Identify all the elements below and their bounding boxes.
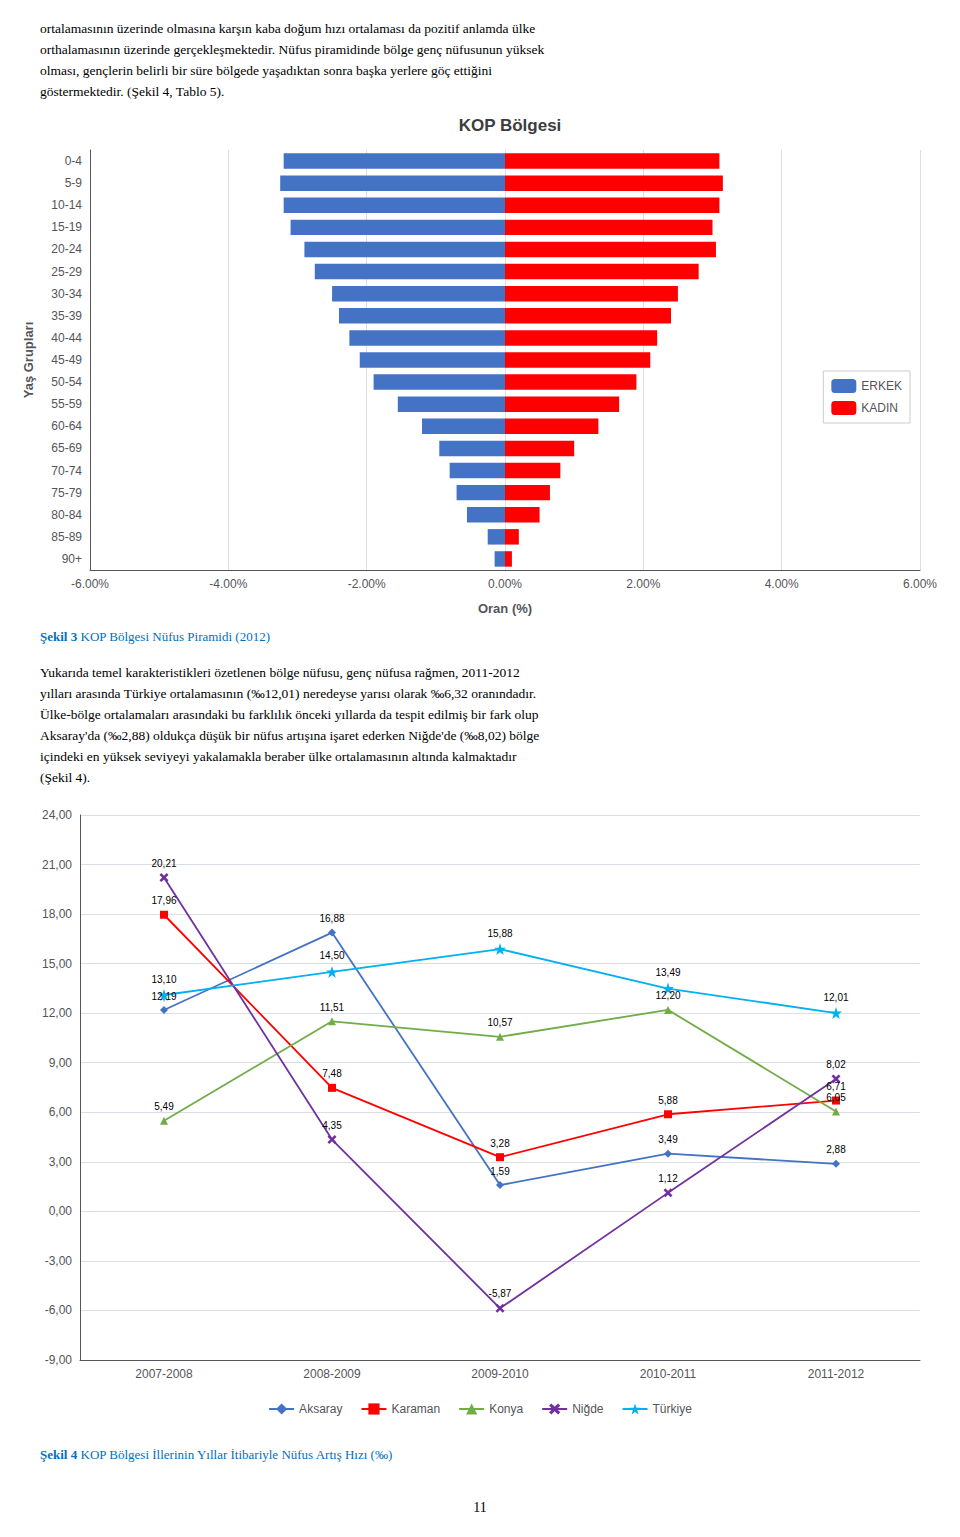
svg-text:65-69: 65-69 <box>51 441 82 455</box>
svg-text:2011-2012: 2011-2012 <box>808 1367 865 1381</box>
svg-text:Şekil 4: Şekil 4 <box>40 1447 78 1462</box>
svg-text:ortalamasının üzerinde olmasın: ortalamasının üzerinde olmasına karşın k… <box>40 21 535 36</box>
svg-text:KOP Bölgesi: KOP Bölgesi <box>459 116 562 135</box>
svg-text:90+: 90+ <box>62 552 82 566</box>
svg-text:2008-2009: 2008-2009 <box>303 1367 361 1381</box>
svg-text:Niğde: Niğde <box>572 1402 604 1416</box>
svg-text:12,01: 12,01 <box>823 992 848 1003</box>
svg-text:5,88: 5,88 <box>658 1095 678 1106</box>
svg-text:Oran (%): Oran (%) <box>478 601 532 616</box>
svg-text:80-84: 80-84 <box>51 508 82 522</box>
svg-text:-2.00%: -2.00% <box>348 577 386 591</box>
svg-text:10,57: 10,57 <box>487 1017 512 1028</box>
svg-text:15,88: 15,88 <box>487 928 512 939</box>
svg-text:2009-2010: 2009-2010 <box>471 1367 529 1381</box>
svg-text:-4.00%: -4.00% <box>209 577 247 591</box>
svg-text:60-64: 60-64 <box>51 419 82 433</box>
svg-text:Karaman: Karaman <box>391 1402 440 1416</box>
svg-text:9,00: 9,00 <box>49 1056 73 1070</box>
svg-text:-6,00: -6,00 <box>45 1303 73 1317</box>
svg-text:70-74: 70-74 <box>51 464 82 478</box>
svg-text:30-34: 30-34 <box>51 287 82 301</box>
svg-text:0,00: 0,00 <box>49 1204 73 1218</box>
svg-text:1,59: 1,59 <box>490 1166 510 1177</box>
svg-text:7,48: 7,48 <box>322 1068 342 1079</box>
svg-text:Yukarıda temel karakteristikle: Yukarıda temel karakteristikleri özetlen… <box>40 665 520 680</box>
svg-text:4.00%: 4.00% <box>765 577 799 591</box>
svg-text:5,49: 5,49 <box>154 1101 174 1112</box>
svg-text:17,96: 17,96 <box>151 895 176 906</box>
svg-text:0.00%: 0.00% <box>488 577 522 591</box>
svg-text:11,51: 11,51 <box>320 1002 345 1013</box>
svg-text:0-4: 0-4 <box>65 154 83 168</box>
svg-text:olması, gençlerin belirli bir: olması, gençlerin belirli bir süre bölge… <box>40 63 492 78</box>
svg-text:85-89: 85-89 <box>51 530 82 544</box>
svg-text:50-54: 50-54 <box>51 375 82 389</box>
svg-text:10-14: 10-14 <box>51 198 82 212</box>
svg-text:-5,87: -5,87 <box>489 1288 512 1299</box>
svg-text:15,00: 15,00 <box>42 957 72 971</box>
svg-text:-3,00: -3,00 <box>45 1254 73 1268</box>
svg-text:18,00: 18,00 <box>42 907 72 921</box>
svg-text:-6.00%: -6.00% <box>71 577 109 591</box>
svg-text:-9,00: -9,00 <box>45 1353 73 1367</box>
svg-text:35-39: 35-39 <box>51 309 82 323</box>
svg-text:20-24: 20-24 <box>51 242 82 256</box>
svg-text:(Şekil 4).: (Şekil 4). <box>40 770 90 785</box>
svg-text:6,00: 6,00 <box>49 1105 73 1119</box>
svg-text:14,50: 14,50 <box>319 950 344 961</box>
svg-text:6,71: 6,71 <box>826 1081 846 1092</box>
svg-text:13,10: 13,10 <box>151 974 176 985</box>
svg-text:8,02: 8,02 <box>826 1059 846 1070</box>
svg-text:25-29: 25-29 <box>51 265 82 279</box>
svg-text:16,88: 16,88 <box>319 913 344 924</box>
svg-text:göstermektedir. (Şekil 4, Tabl: göstermektedir. (Şekil 4, Tablo 5). <box>40 84 224 99</box>
svg-text:1,12: 1,12 <box>658 1173 678 1184</box>
svg-text:3,00: 3,00 <box>49 1155 73 1169</box>
svg-text:12,19: 12,19 <box>151 991 176 1002</box>
svg-text:40-44: 40-44 <box>51 331 82 345</box>
svg-text:ERKEK: ERKEK <box>861 379 902 393</box>
svg-text:orthalamasının üzerinde gerçek: orthalamasının üzerinde gerçekleşmektedi… <box>40 42 544 57</box>
svg-text:12,00: 12,00 <box>42 1006 72 1020</box>
svg-text:Aksaray: Aksaray <box>299 1402 342 1416</box>
svg-text:Ülke-bölge ortalamaları arasın: Ülke-bölge ortalamaları arasındaki bu fa… <box>40 707 539 722</box>
svg-text:Yaş Grupları: Yaş Grupları <box>21 322 36 399</box>
svg-text:Aksaray'da (‰2,88) oldukça düş: Aksaray'da (‰2,88) oldukça düşük bir nüf… <box>40 728 539 743</box>
svg-text:3,28: 3,28 <box>490 1138 510 1149</box>
svg-text:2.00%: 2.00% <box>626 577 660 591</box>
svg-text:5-9: 5-9 <box>65 176 83 190</box>
svg-text:45-49: 45-49 <box>51 353 82 367</box>
svg-text:11: 11 <box>473 1500 486 1515</box>
svg-text:Konya: Konya <box>489 1402 523 1416</box>
svg-text:4,35: 4,35 <box>322 1120 342 1131</box>
svg-text:6,05: 6,05 <box>826 1092 846 1103</box>
svg-text:20,21: 20,21 <box>151 858 176 869</box>
svg-text:6.00%: 6.00% <box>903 577 937 591</box>
svg-text:KOP Bölgesi Nüfus Piramidi (20: KOP Bölgesi Nüfus Piramidi (2012) <box>81 629 270 644</box>
svg-text:21,00: 21,00 <box>42 858 72 872</box>
svg-text:12,20: 12,20 <box>655 990 680 1001</box>
svg-text:55-59: 55-59 <box>51 397 82 411</box>
svg-text:KADIN: KADIN <box>861 401 898 415</box>
svg-text:15-19: 15-19 <box>51 220 82 234</box>
svg-text:24,00: 24,00 <box>42 808 72 822</box>
svg-text:KOP Bölgesi İllerinin Yıllar İ: KOP Bölgesi İllerinin Yıllar İtibariyle … <box>81 1447 393 1462</box>
svg-text:2,88: 2,88 <box>826 1144 846 1155</box>
svg-text:Şekil 3: Şekil 3 <box>40 629 78 644</box>
svg-text:2010-2011: 2010-2011 <box>640 1367 697 1381</box>
svg-text:içindeki en yüksek seviyeyi ya: içindeki en yüksek seviyeyi yakalamakla … <box>40 749 517 764</box>
svg-text:3,49: 3,49 <box>658 1134 678 1145</box>
svg-text:yılları arasında Türkiye ortal: yılları arasında Türkiye ortalamasının (… <box>40 686 536 701</box>
svg-text:2007-2008: 2007-2008 <box>135 1367 193 1381</box>
svg-text:Türkiye: Türkiye <box>653 1402 693 1416</box>
svg-text:75-79: 75-79 <box>51 486 82 500</box>
svg-text:13,49: 13,49 <box>655 967 680 978</box>
